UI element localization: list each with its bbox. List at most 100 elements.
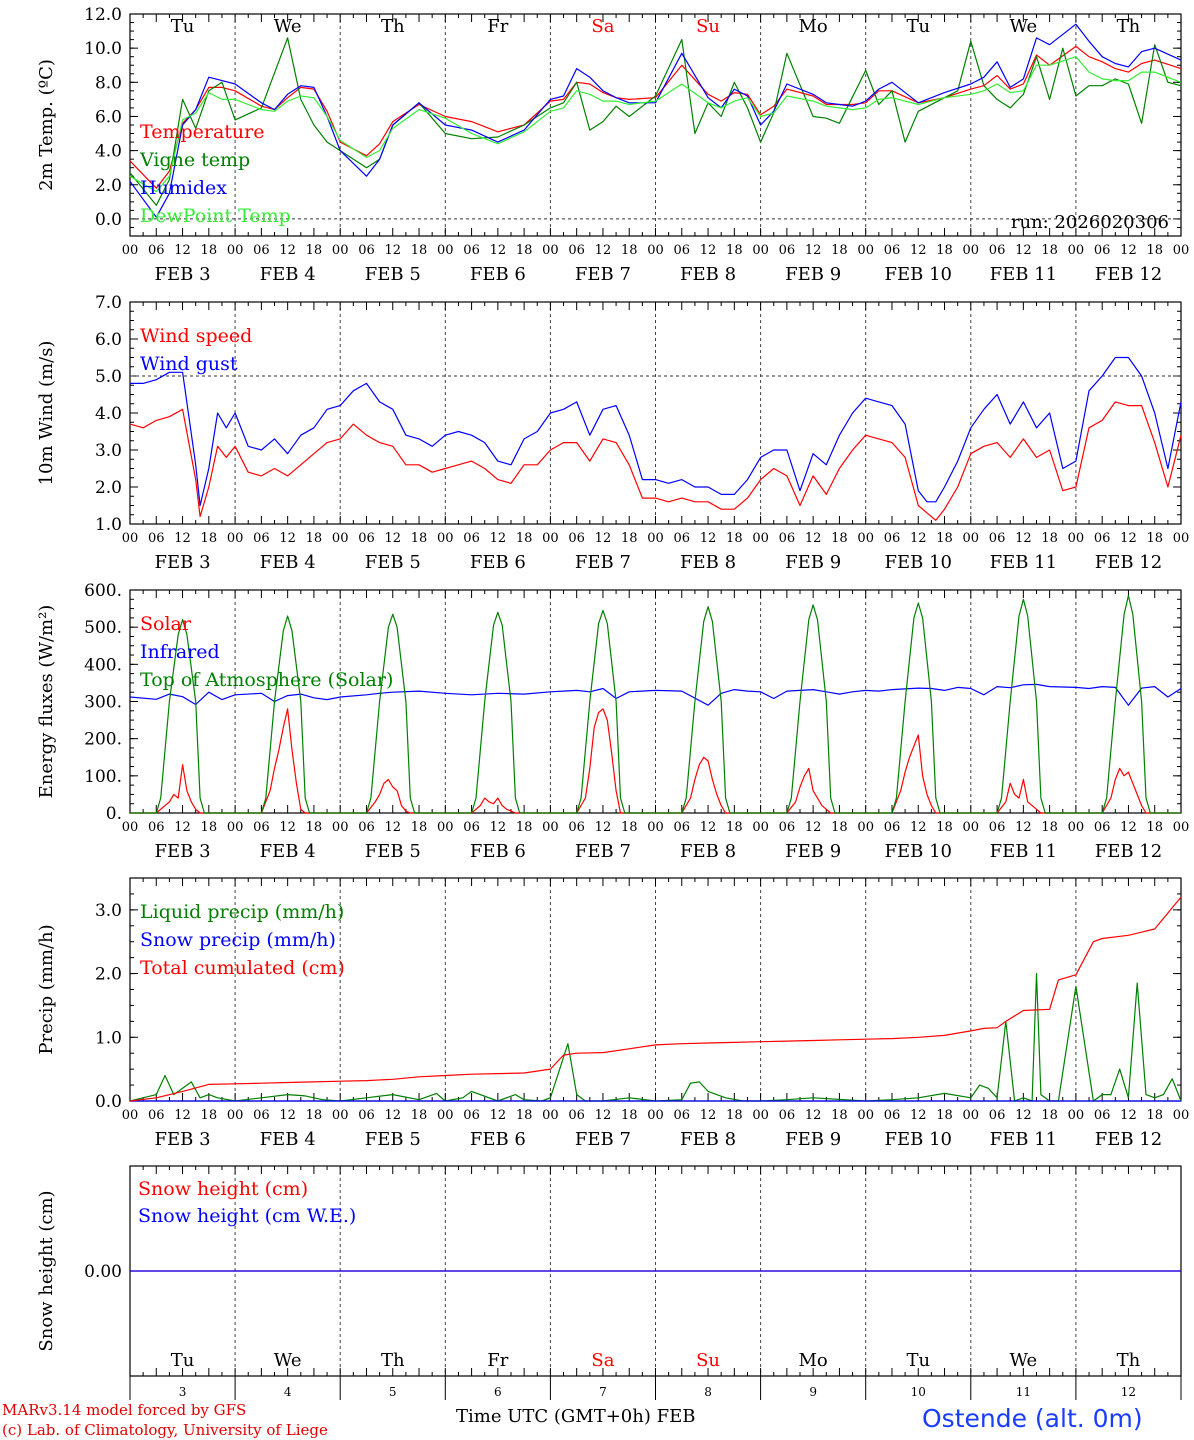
legend-entry: Temperature (140, 121, 264, 143)
day-name: Th (1117, 1350, 1141, 1371)
hour-label: 18 (936, 1108, 953, 1123)
legend-entry: Snow precip (mm/h) (140, 929, 336, 951)
hour-label: 18 (831, 531, 848, 546)
day-number: 10 (911, 1385, 926, 1399)
hour-label: 06 (989, 820, 1006, 835)
y-tick-label: 2.0 (95, 478, 122, 498)
hour-label: 18 (936, 243, 953, 258)
hour-label: 12 (805, 531, 822, 546)
y-tick-label: 10.0 (84, 39, 122, 59)
hour-label: 18 (831, 1108, 848, 1123)
hour-label: 06 (989, 531, 1006, 546)
hour-label: 18 (726, 243, 743, 258)
y-tick-label: 200. (84, 730, 122, 750)
y-tick-label: 400. (84, 655, 122, 675)
hour-label: 06 (884, 1108, 901, 1123)
day-number: 8 (704, 1385, 712, 1399)
legend-entry: Top of Atmosphere (Solar) (140, 669, 393, 691)
day-name: Th (381, 1350, 405, 1371)
hour-label: 12 (174, 820, 191, 835)
hour-label: 12 (700, 1108, 717, 1123)
date-label: FEB 5 (365, 1129, 421, 1150)
hour-label: 00 (227, 820, 244, 835)
day-number: 5 (389, 1385, 397, 1399)
hour-label: 18 (621, 1108, 638, 1123)
hour-label: 06 (463, 531, 480, 546)
y-tick-label: 1.0 (95, 1028, 122, 1048)
hour-label: 06 (1094, 531, 1111, 546)
hour-label: 12 (279, 531, 296, 546)
hour-label: 12 (1015, 243, 1032, 258)
hour-label: 12 (910, 1108, 927, 1123)
hour-label: 06 (674, 531, 691, 546)
hour-label: 00 (647, 1108, 664, 1123)
hour-label: 00 (647, 243, 664, 258)
date-label: FEB 6 (470, 552, 526, 573)
hour-label: 06 (674, 243, 691, 258)
day-name: Fr (487, 1350, 508, 1371)
date-label: FEB 6 (470, 264, 526, 285)
hour-label: 06 (779, 243, 796, 258)
hour-label: 00 (1173, 531, 1190, 546)
legend-entry: Wind gust (140, 353, 238, 375)
hour-label: 00 (542, 531, 559, 546)
hour-label: 18 (726, 1108, 743, 1123)
hour-label: 06 (1094, 243, 1111, 258)
y-tick-label: 0.0 (95, 210, 122, 230)
y-tick-label: 6.0 (95, 330, 122, 350)
hour-label: 18 (831, 243, 848, 258)
hour-label: 06 (463, 243, 480, 258)
day-name: Sa (591, 1350, 614, 1371)
hour-label: 12 (174, 243, 191, 258)
date-label: FEB 3 (155, 841, 211, 862)
hour-label: 06 (463, 820, 480, 835)
date-label: FEB 6 (470, 841, 526, 862)
date-label: FEB 12 (1095, 1129, 1162, 1150)
hour-label: 00 (857, 820, 874, 835)
y-tick-label: 300. (84, 693, 122, 713)
day-name: We (1010, 16, 1038, 37)
hour-label: 12 (490, 531, 507, 546)
hour-label: 06 (568, 1108, 585, 1123)
hour-label: 18 (1146, 820, 1163, 835)
day-name: We (1010, 1350, 1038, 1371)
day-number: 11 (1016, 1385, 1031, 1399)
hour-label: 12 (595, 1108, 612, 1123)
hour-label: 12 (1120, 531, 1137, 546)
date-label: FEB 8 (680, 264, 736, 285)
legend-entry: Snow height (cm W.E.) (138, 1205, 356, 1227)
hour-label: 06 (358, 820, 375, 835)
hour-label: 06 (253, 243, 270, 258)
footer-station: Ostende (alt. 0m) (922, 1404, 1143, 1433)
date-label: FEB 11 (990, 264, 1057, 285)
hour-label: 06 (253, 1108, 270, 1123)
y-tick-label: 1.0 (95, 515, 122, 535)
hour-label: 18 (201, 531, 218, 546)
hour-label: 06 (1094, 820, 1111, 835)
hour-label: 00 (332, 531, 349, 546)
y-tick-label: 6.0 (95, 107, 122, 127)
hour-label: 06 (884, 820, 901, 835)
legend-entry: Total cumulated (cm) (140, 957, 345, 979)
legend-entry: Wind speed (140, 325, 252, 347)
hour-label: 12 (595, 820, 612, 835)
day-name: Tu (906, 1350, 930, 1371)
legend-entry: Snow height (cm) (138, 1178, 308, 1200)
hour-label: 00 (963, 1108, 980, 1123)
hour-label: 18 (1146, 243, 1163, 258)
series-line-wind-gust (130, 356, 1182, 507)
hour-label: 00 (227, 531, 244, 546)
series-line-vigne-temp (129, 37, 1182, 206)
footer-model: MARv3.14 model forced by GFS (2, 1401, 247, 1419)
hour-label: 12 (384, 531, 401, 546)
hour-label: 00 (752, 1108, 769, 1123)
footer-credit: (c) Lab. of Climatology, University of L… (2, 1421, 328, 1439)
series-line-temperature (129, 45, 1182, 189)
hour-label: 00 (752, 243, 769, 258)
hour-label: 06 (148, 1108, 165, 1123)
hour-label: 18 (831, 820, 848, 835)
hour-label: 06 (568, 531, 585, 546)
hour-label: 12 (805, 1108, 822, 1123)
day-name: We (274, 1350, 302, 1371)
day-name: Sa (591, 16, 614, 37)
